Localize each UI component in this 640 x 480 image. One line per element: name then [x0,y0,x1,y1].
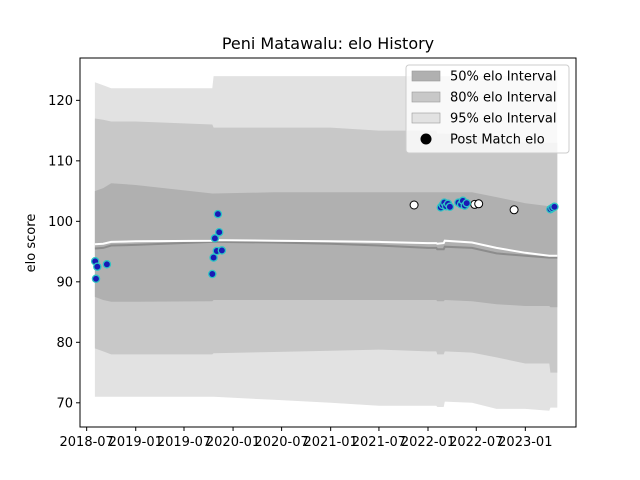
x-tick-label: 2020-07 [254,435,308,450]
played-match-point [102,260,112,269]
y-tick-label: 110 [48,154,73,169]
x-tick-label: 2021-01 [304,435,358,450]
legend-box [405,64,570,154]
played-match-point [214,227,224,237]
legend-label: Post Match elo [450,133,545,148]
y-tick-label: 70 [56,396,73,411]
played-match-point [91,274,101,284]
played-match-point [550,202,559,212]
legend: 50% elo Interval 80% elo Interval 95% elo … [405,64,570,154]
y-tick-label: 90 [56,275,73,290]
legend-swatch [411,112,441,124]
y-tick-label: 100 [48,215,73,230]
legend-marker [420,133,432,145]
legend-label: 50% elo Interval [450,70,557,85]
post-match-points [90,196,559,284]
legend-swatch [411,91,441,103]
played-match-point [208,269,217,279]
played-match-point [217,246,227,255]
legend-swatch [411,70,441,82]
played-match-point [462,198,471,208]
mean-line [94,239,558,257]
plot-frame [79,57,577,428]
trend-lines [94,239,558,259]
played-match-point [213,209,223,219]
played-match-point [93,262,102,271]
played-match-point [445,202,455,212]
played-match-point [210,234,220,243]
legend-label: 95% elo Interval [450,112,557,127]
y-tick-label: 80 [56,336,73,351]
legend-label: 80% elo Interval [450,91,557,106]
x-tick-label: 2021-07 [352,435,406,450]
played-match-point [209,253,218,262]
x-tick-label: 2018-07 [60,435,114,450]
post-match-point [509,205,519,215]
y-axis-label: elo score [24,214,39,273]
x-tick-label: 2019-01 [109,435,163,450]
x-tick-label: 2022-01 [401,435,455,450]
x-axis: 2018-072019-012019-072020-012020-072021-… [60,427,552,450]
x-tick-label: 2023-01 [498,435,552,450]
y-axis: 70 80 90 100 110 120 [48,94,80,411]
x-tick-label: 2019-07 [157,435,211,450]
median-line [94,240,558,259]
post-match-point [474,199,484,209]
x-tick-label: 2022-07 [449,435,503,450]
x-tick-label: 2020-01 [206,435,260,450]
post-match-point [409,200,419,210]
chart-title: Peni Matawalu: elo History [222,34,434,53]
y-tick-label: 120 [48,94,73,109]
